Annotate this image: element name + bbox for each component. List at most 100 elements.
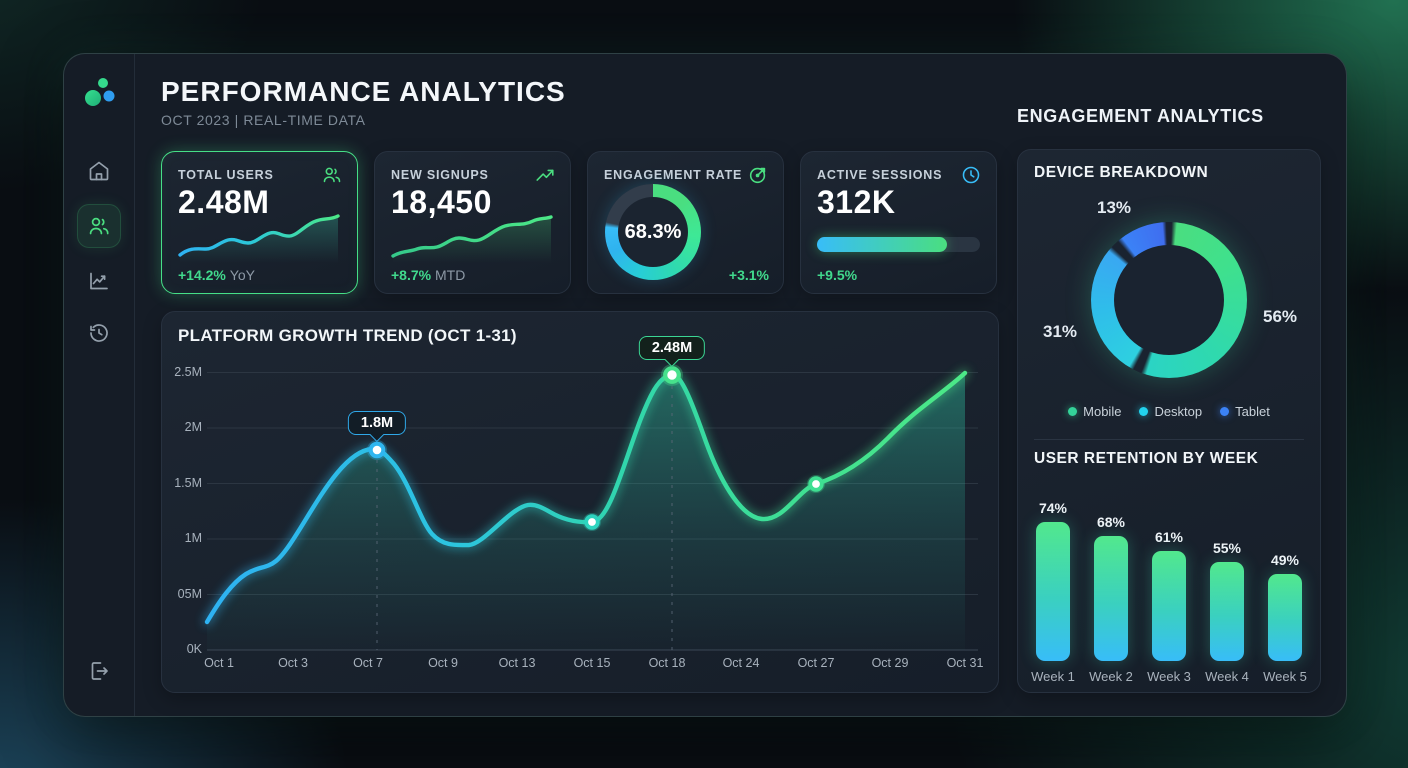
tooltip-1-8m: 1.8M	[347, 411, 407, 435]
growth-trend-card: PLATFORM GROWTH TREND (OCT 1-31)	[161, 311, 999, 693]
bar-value: 74%	[1038, 500, 1068, 516]
dashboard-panel: PERFORMANCE ANALYTICS OCT 2023 | REAL-TI…	[63, 53, 1347, 717]
delta-context: YoY	[229, 267, 255, 283]
legend-item-mobile[interactable]: Mobile	[1068, 404, 1121, 419]
x-tick: Oct 13	[498, 656, 536, 670]
bar-group-week4[interactable]: 55% Week 4	[1204, 462, 1250, 684]
bar-group-week1[interactable]: 74% Week 1	[1030, 462, 1076, 684]
marker-oct15[interactable]	[584, 514, 600, 530]
x-tick: Oct 1	[204, 656, 234, 670]
target-icon	[749, 167, 766, 184]
kpi-delta: +14.2% YoY	[178, 267, 255, 283]
y-tick: 2.5M	[174, 365, 202, 379]
kpi-header: ACTIVE SESSIONS	[817, 164, 982, 186]
clock-icon	[962, 166, 980, 184]
bar-week1	[1036, 522, 1070, 661]
trending-up-icon	[536, 169, 554, 181]
tablet-dot-icon	[1220, 407, 1230, 416]
kpi-card-total-users[interactable]: TOTAL USERS 2.48M	[161, 151, 358, 294]
device-breakdown-title: DEVICE BREAKDOWN	[1034, 164, 1209, 181]
legend-label: Tablet	[1235, 404, 1270, 419]
kpi-delta: +3.1%	[729, 267, 769, 283]
sidebar-item-home[interactable]	[80, 152, 118, 190]
home-icon	[89, 161, 109, 181]
marker-oct7[interactable]	[368, 441, 386, 459]
users-icon	[323, 167, 341, 183]
kpi-header: ENGAGEMENT RATE	[604, 164, 769, 186]
kpi-card-engagement-rate[interactable]: ENGAGEMENT RATE 68.3% +3.1%	[587, 151, 784, 294]
line-chart-icon	[90, 272, 108, 290]
y-tick: 1.5M	[174, 476, 202, 490]
x-tick: Oct 15	[573, 656, 611, 670]
tablet-pct-label: 13%	[1096, 198, 1132, 217]
bar-group-week5[interactable]: 49% Week 5	[1262, 462, 1308, 684]
marker-oct27[interactable]	[808, 476, 824, 492]
bar-week5	[1268, 574, 1302, 661]
history-icon	[90, 324, 108, 342]
kpi-card-active-sessions[interactable]: ACTIVE SESSIONS 312K +9.5%	[800, 151, 997, 294]
sessions-progress-fill	[817, 237, 948, 252]
sidebar	[64, 54, 135, 716]
delta-value: +14.2%	[178, 267, 226, 283]
sidebar-item-history[interactable]	[80, 314, 118, 352]
mobile-dot-icon	[1068, 407, 1078, 416]
tooltip-2-48m: 2.48M	[638, 336, 706, 360]
retention-title: USER RETENTION BY WEEK	[1034, 450, 1259, 467]
bar-value: 68%	[1096, 514, 1126, 530]
y-tick: 05M	[177, 587, 202, 601]
sidebar-item-logout[interactable]	[80, 652, 118, 690]
delta-value: +9.5%	[817, 267, 858, 283]
bar-value: 61%	[1154, 529, 1184, 545]
legend-label: Desktop	[1154, 404, 1203, 419]
sidebar-item-users[interactable]	[77, 204, 121, 248]
y-tick: 1M	[184, 531, 202, 545]
desktop-pct-label: 31%	[1042, 322, 1078, 341]
bar-category: Week 4	[1205, 669, 1249, 684]
device-breakdown-donut[interactable]	[1091, 222, 1247, 378]
kpi-delta: +9.5%	[817, 267, 857, 283]
bar-group-week3[interactable]: 61% Week 3	[1146, 462, 1192, 684]
bar-category: Week 2	[1089, 669, 1133, 684]
kpi-header: TOTAL USERS	[178, 164, 343, 186]
legend-item-desktop[interactable]: Desktop	[1139, 404, 1202, 419]
kpi-delta: +8.7% MTD	[391, 267, 465, 283]
legend-item-tablet[interactable]: Tablet	[1220, 404, 1270, 419]
total-users-sparkline	[178, 214, 340, 263]
x-tick: Oct 31	[946, 656, 984, 670]
kpi-value: 18,450	[391, 184, 492, 220]
x-tick: Oct 27	[797, 656, 835, 670]
y-tick: 2M	[184, 420, 202, 434]
bar-week4	[1210, 562, 1244, 661]
page-subtitle: OCT 2023 | REAL-TIME DATA	[161, 112, 366, 128]
kpi-card-new-signups[interactable]: NEW SIGNUPS 18,450	[374, 151, 571, 294]
engagement-rate-value: 68.3%	[624, 220, 682, 243]
bar-group-week2[interactable]: 68% Week 2	[1088, 462, 1134, 684]
kpi-value: 2.48M	[178, 184, 270, 220]
marker-oct18[interactable]	[663, 366, 681, 384]
mobile-pct-label: 56%	[1262, 307, 1298, 326]
data-markers	[367, 364, 825, 531]
kpi-label: ENGAGEMENT RATE	[604, 168, 743, 182]
bar-category: Week 5	[1263, 669, 1307, 684]
bar-category: Week 1	[1031, 669, 1075, 684]
brand-dots-logo	[85, 78, 115, 106]
engagement-analytics-card: DEVICE BREAKDOWN 13% 56% 31% Mobile Desk…	[1017, 149, 1321, 693]
users-icon	[89, 217, 109, 235]
engagement-rate-ring	[605, 184, 701, 280]
logout-icon	[91, 662, 108, 680]
x-tick: Oct 18	[648, 656, 686, 670]
kpi-value: 312K	[817, 184, 896, 220]
sidebar-item-analytics[interactable]	[80, 262, 118, 300]
legend-label: Mobile	[1083, 404, 1122, 419]
sidebar-nav	[64, 152, 134, 352]
device-legend: Mobile Desktop Tablet	[1018, 404, 1320, 419]
bar-week2	[1094, 536, 1128, 661]
x-tick: Oct 7	[353, 656, 383, 670]
page-title: PERFORMANCE ANALYTICS	[161, 76, 566, 107]
growth-trend-title: PLATFORM GROWTH TREND (OCT 1-31)	[178, 326, 517, 345]
engagement-panel-title: ENGAGEMENT ANALYTICS	[1017, 106, 1264, 126]
kpi-label: NEW SIGNUPS	[391, 168, 489, 182]
x-tick: Oct 29	[871, 656, 909, 670]
growth-area	[207, 373, 965, 650]
